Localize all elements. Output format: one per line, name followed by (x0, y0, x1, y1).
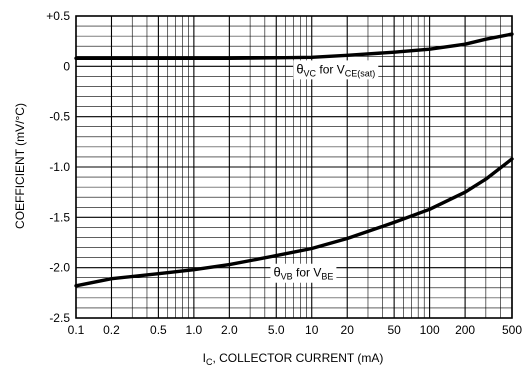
x-axis-title: IC, COLLECTOR CURRENT (mA) (203, 351, 384, 367)
x-tick-label: 0.5 (150, 323, 167, 337)
y-tick-label: 0 (63, 59, 70, 73)
x-tick-label: 200 (455, 323, 475, 337)
x-tick-label: 0.1 (68, 323, 85, 337)
theta_vc-curve (74, 32, 514, 60)
theta_vc-label: θVC for VCE(sat) (296, 61, 375, 78)
x-tick-label: 100 (420, 323, 440, 337)
y-axis-title: COEFFICIENT (mV/°C) (13, 103, 27, 229)
y-tick-label: -2.5 (49, 311, 70, 325)
x-tick-label: 0.2 (103, 323, 120, 337)
y-tick-label: -0.5 (49, 110, 70, 124)
theta_vb-label-bg (270, 263, 337, 283)
y-tick-label: +0.5 (46, 9, 70, 23)
plot-frame (75, 15, 513, 319)
y-tick-label: -1.5 (49, 210, 70, 224)
y-tick-label: -1.0 (49, 160, 70, 174)
theta_vb-label: θVB for VBE (273, 265, 333, 282)
x-tick-label: 50 (387, 323, 401, 337)
y-tick-labels: +0.5 0 -0.5 -1.0 -1.5 -2.0 -2.5 (46, 9, 70, 325)
x-tick-label: 500 (502, 323, 522, 337)
curves (74, 32, 514, 288)
curve-labels: θVC for VCE(sat) θVB for VBE (270, 60, 379, 283)
theta_vb-curve (74, 157, 514, 288)
x-tick-label: 5.0 (268, 323, 285, 337)
theta_vc-label-bg (293, 60, 379, 80)
y-tick-label: -2.0 (49, 261, 70, 275)
x-tick-labels: 0.1 0.2 0.5 1.0 2.0 5.0 10 20 50 100 200 500 (68, 323, 523, 337)
x-tick-label: 1.0 (186, 323, 203, 337)
x-tick-label: 20 (341, 323, 355, 337)
x-tick-label: 10 (305, 323, 319, 337)
x-tick-label: 2.0 (221, 323, 238, 337)
